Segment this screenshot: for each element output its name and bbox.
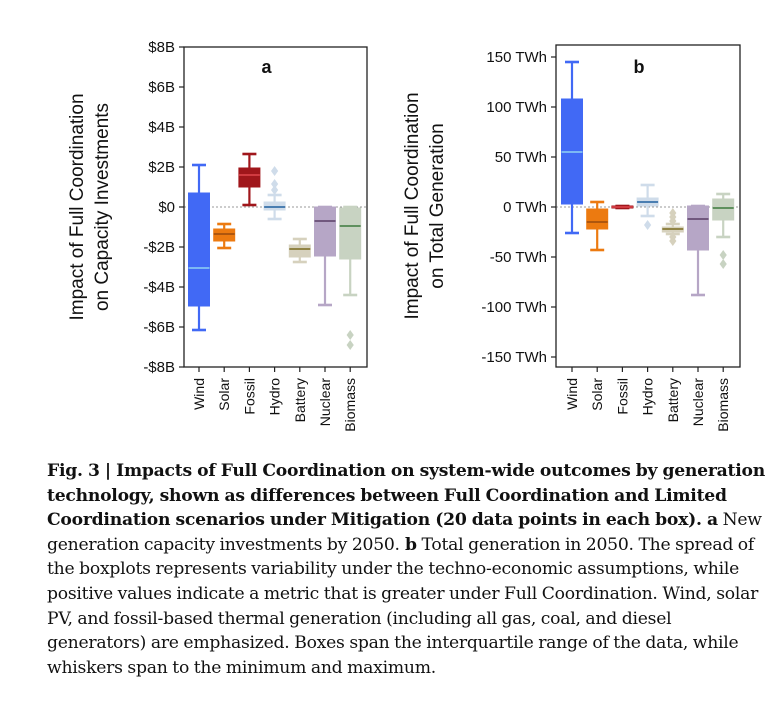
box-iqr [339,207,362,260]
box-iqr [687,205,709,251]
caption-a-text: New generation capacity investments by 2… [47,510,762,555]
x-tick-label: Biomass [342,378,358,432]
outlier-point [346,340,354,350]
box-iqr [188,192,210,307]
outlier-point [346,330,354,340]
caption-b-text: Total generation in 2050. The spread of … [47,534,759,678]
y-axis-label-line: Impact of Full Coordination [402,92,423,319]
x-tick-label: Solar [216,378,232,411]
y-axis-label-line: Impact of Full Coordination [67,93,88,320]
figure-3: $8B $6B $4B $2B $0 -$2B -$4B -$6B -$8B Wind Solar F… [67,39,741,432]
x-tick-label: Nuclear [690,378,706,427]
x-tick-label: Solar [589,378,605,411]
box-iqr [314,206,336,257]
box-biomass [339,205,362,350]
outlier-point [719,250,727,260]
box-hydro [263,166,286,221]
outlier-point [271,166,279,176]
box-solar [213,222,236,250]
y-tick-label: $0 [158,199,175,216]
box-hydro [636,183,659,230]
y-tick-label: -$8B [143,359,175,376]
box-fossil [238,152,261,207]
box-nuclear [687,204,709,297]
outlier-point [644,220,652,230]
figure-caption: Fig. 3 | Impacts of Full Coordination on… [47,459,767,680]
caption-fig-label: Fig. 3 | [47,461,111,481]
y-tick-label: $8B [148,39,175,56]
y-tick-label: $4B [148,119,175,136]
x-tick-label: Hydro [267,378,283,416]
y-tick-label: -$6B [143,319,175,336]
box-fossil [611,204,634,210]
panel-b-total-generation: 150 TWh 100 TWh 50 TWh 0 TWh -50 TWh -100 TWh… [402,44,741,432]
x-tick-label: Fossil [241,378,257,415]
y-tick-label: $6B [148,79,175,96]
y-tick-label: $2B [148,159,175,176]
box-solar [586,200,609,252]
x-tick-label: Nuclear [317,378,333,427]
box-wind [561,60,583,235]
x-tick-label: Hydro [640,378,656,416]
x-tick-label: Battery [292,378,308,422]
x-tick-label: Battery [665,378,681,422]
caption-bold-title: Impacts of Full Coordination on system-w… [47,461,765,531]
box-iqr [213,228,236,242]
y-tick-label: -$2B [143,239,175,256]
box-battery [288,237,311,264]
panel-label: a [261,57,272,77]
box-iqr [586,208,609,230]
box-iqr [263,201,286,211]
caption-a-label: a [701,510,718,531]
y-tick-label: -50 TWh [490,249,547,266]
outlier-point [669,208,677,218]
y-axis-label-line: on Total Generation [427,123,448,289]
x-tick-label: Wind [191,378,207,410]
y-tick-label: -$4B [143,279,175,296]
x-tick-label: Biomass [715,378,731,432]
box-biomass [712,192,735,269]
caption-b-label: b [399,534,417,555]
outlier-point [271,185,279,195]
y-tick-label: 100 TWh [486,99,547,116]
outlier-point [669,232,677,242]
y-tick-label: 50 TWh [495,149,547,166]
box-iqr [288,244,311,258]
box-iqr [238,167,261,188]
panel-a-capacity-investments: $8B $6B $4B $2B $0 -$2B -$4B -$6B -$8B Wind Solar F… [67,39,368,432]
x-tick-label: Fossil [614,378,630,415]
y-tick-label: -100 TWh [481,299,547,316]
outlier-point [719,259,727,269]
box-battery [661,208,684,246]
box-iqr [712,198,735,221]
outlier-point [271,179,279,189]
panel-label: b [634,57,645,77]
y-tick-label: 0 TWh [503,199,547,216]
y-tick-label: -150 TWh [481,349,547,366]
box-wind [188,163,210,332]
y-axis-label-line: on Capacity Investments [92,103,113,311]
box-nuclear [314,205,336,307]
x-tick-label: Wind [564,378,580,410]
y-tick-label: 150 TWh [486,49,547,66]
